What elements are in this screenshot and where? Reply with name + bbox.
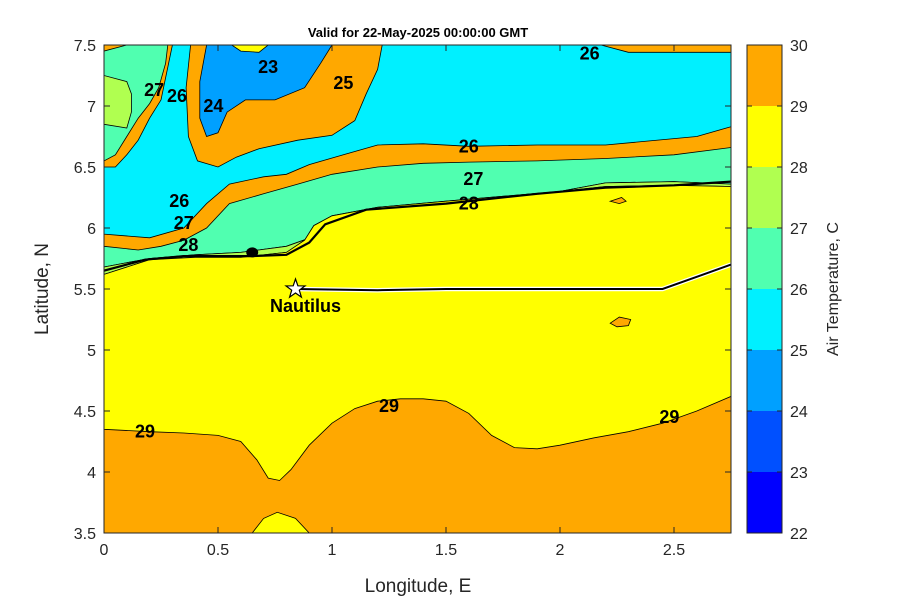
colorbar-tick-label: 27	[790, 221, 808, 238]
colorbar-tick-label: 28	[790, 160, 808, 177]
colorbar-swatch	[747, 411, 782, 472]
x-axis: 0 0.5 1 1.5 2 2.5	[100, 45, 685, 559]
x-tick-label: 2.5	[663, 542, 685, 559]
x-tick-label: 0	[100, 542, 109, 559]
isoline-label-27: 27	[174, 213, 194, 233]
isoline-label-26: 26	[459, 136, 479, 156]
contour-region-29	[608, 197, 627, 205]
contour-region-29	[609, 316, 632, 328]
isoline-label-29: 29	[135, 422, 155, 442]
isoline-label-29: 29	[379, 396, 399, 416]
x-tick-label: 2	[556, 542, 565, 559]
contour-regions	[104, 45, 731, 533]
contour-region-28	[251, 511, 310, 533]
y-tick-label: 5.5	[74, 282, 96, 299]
isoline-label-26: 26	[167, 86, 187, 106]
y-tick-label: 6.5	[74, 160, 96, 177]
x-tick-label: 1	[328, 542, 337, 559]
colorbar-swatch	[747, 106, 782, 167]
colorbar-tick-label: 22	[790, 526, 808, 543]
colorbar-swatch	[747, 45, 782, 106]
x-axis-label: Longitude, E	[365, 576, 472, 597]
y-tick-label: 5	[87, 343, 96, 360]
isoline-label-23: 23	[258, 57, 278, 77]
isoline-label-27: 27	[144, 80, 164, 100]
y-tick-label: 7.5	[74, 38, 96, 55]
colorbar-swatch	[747, 228, 782, 289]
contour-region-24	[199, 45, 333, 137]
track-blob	[246, 247, 259, 258]
contour-region-28	[230, 45, 269, 53]
isoline-label-27: 27	[463, 169, 483, 189]
chart-title: Valid for 22-May-2025 00:00:00 GMT	[308, 25, 528, 40]
isoline-label-26: 26	[169, 191, 189, 211]
colorbar-tick-label: 25	[790, 343, 808, 360]
colorbar-tick-label: 24	[790, 404, 808, 421]
isoline-label-25: 25	[333, 73, 353, 93]
colorbar-tick-label: 30	[790, 38, 808, 55]
y-tick-label: 6	[87, 221, 96, 238]
x-tick-label: 1.5	[435, 542, 457, 559]
y-tick-label: 7	[87, 99, 96, 116]
contour-region-28	[104, 184, 731, 481]
isoline-label-28: 28	[178, 235, 198, 255]
colorbar-tick-label: 29	[790, 99, 808, 116]
track-line	[104, 180, 731, 272]
isoline-label-29: 29	[659, 407, 679, 427]
colorbar-swatch	[747, 289, 782, 350]
y-axis: 3.5 4 4.5 5 5.5 6 6.5 7 7.5	[74, 38, 731, 543]
isoline-label-28: 28	[459, 194, 479, 214]
colorbar-tick-label: 23	[790, 465, 808, 482]
route-line	[295, 263, 731, 292]
colorbar-tick-label: 26	[790, 282, 808, 299]
y-tick-label: 4.5	[74, 404, 96, 421]
contour-region-26	[104, 45, 169, 162]
colorbar-frame	[746, 44, 783, 534]
colorbar-swatch	[747, 350, 782, 411]
y-tick-label: 3.5	[74, 526, 96, 543]
station-marker	[284, 277, 307, 299]
track-layer: Nautilus	[104, 180, 731, 316]
colorbar-swatch	[747, 472, 782, 533]
station-label: Nautilus	[270, 296, 341, 316]
contour-region-27	[104, 75, 132, 129]
y-axis-label: Latitude, N	[32, 243, 53, 335]
colorbar: 22 23 24 25 26 27 28 29 30	[747, 38, 808, 543]
isoline-label-24: 24	[203, 96, 223, 116]
colorbar-label: Air Temperature, C	[825, 222, 842, 356]
y-tick-label: 4	[87, 465, 96, 482]
isoline-label-26: 26	[580, 44, 600, 64]
colorbar-swatch	[747, 167, 782, 228]
x-tick-label: 0.5	[207, 542, 229, 559]
